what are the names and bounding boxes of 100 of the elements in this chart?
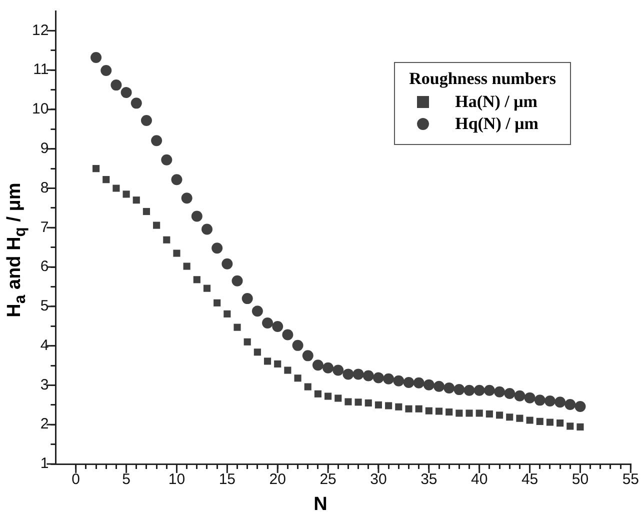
point xyxy=(232,275,243,286)
point xyxy=(252,306,263,317)
point xyxy=(446,408,453,416)
point xyxy=(332,364,344,376)
y-tick-label: 3 xyxy=(40,376,49,394)
point xyxy=(120,87,132,98)
y-tick-label: 6 xyxy=(40,258,49,276)
point xyxy=(304,383,312,390)
point xyxy=(284,366,292,374)
point xyxy=(413,377,424,388)
x-tick-label: 40 xyxy=(471,471,488,488)
x-tick-label: 0 xyxy=(72,471,80,488)
x-tick-label: 30 xyxy=(370,471,387,488)
point xyxy=(322,362,334,374)
x-tick-label: 50 xyxy=(572,471,589,488)
point xyxy=(564,399,576,410)
point xyxy=(142,208,150,216)
x-tick-label: 55 xyxy=(622,471,639,488)
point xyxy=(574,400,586,412)
point xyxy=(140,115,152,126)
x-tick-label: 10 xyxy=(168,471,186,488)
y-tick-label: 2 xyxy=(40,416,49,433)
point xyxy=(100,64,112,76)
point xyxy=(193,276,200,284)
point xyxy=(342,368,354,380)
point xyxy=(163,236,170,244)
point xyxy=(181,192,192,204)
point xyxy=(203,284,211,292)
point xyxy=(372,372,384,384)
point xyxy=(324,392,332,400)
point xyxy=(282,329,294,340)
point xyxy=(526,416,534,424)
point xyxy=(352,368,364,380)
point xyxy=(242,293,253,304)
point xyxy=(514,390,526,402)
point xyxy=(274,360,282,368)
point xyxy=(161,154,172,166)
y-tick-label: 7 xyxy=(40,218,49,236)
x-tick-label: 20 xyxy=(269,471,286,488)
point xyxy=(395,403,402,410)
point xyxy=(415,405,422,412)
x-tick-label: 15 xyxy=(218,471,236,488)
x-tick-label: 45 xyxy=(521,471,538,488)
y-tick-label: 10 xyxy=(32,100,49,118)
point xyxy=(466,410,473,417)
point xyxy=(212,242,223,254)
y-tick-label: 9 xyxy=(40,140,49,158)
point xyxy=(264,358,272,365)
point xyxy=(234,324,241,331)
point xyxy=(262,317,274,328)
point xyxy=(183,262,190,270)
point xyxy=(344,398,352,406)
y-tick-label: 1 xyxy=(40,455,49,472)
point xyxy=(544,395,556,406)
point xyxy=(153,222,160,229)
point xyxy=(496,412,504,419)
point xyxy=(292,340,304,351)
point xyxy=(102,176,110,184)
point xyxy=(272,321,284,332)
x-axis-title: N xyxy=(312,494,328,516)
point xyxy=(435,408,443,415)
point xyxy=(254,348,261,356)
point xyxy=(334,394,342,402)
point xyxy=(494,386,506,398)
point xyxy=(122,190,130,198)
point xyxy=(405,405,412,412)
point xyxy=(506,414,514,421)
point xyxy=(191,210,202,222)
point xyxy=(516,414,524,422)
point xyxy=(534,394,546,406)
point xyxy=(362,370,374,382)
point xyxy=(130,98,142,109)
point xyxy=(576,423,584,431)
point xyxy=(132,196,140,204)
point xyxy=(486,410,493,418)
point xyxy=(536,418,544,425)
point xyxy=(374,401,382,408)
x-tick-label: 5 xyxy=(122,471,130,488)
x-tick-label: 35 xyxy=(420,471,438,488)
point xyxy=(294,374,302,382)
y-tick-label: 8 xyxy=(40,179,49,196)
y-tick-label: 4 xyxy=(40,336,49,354)
y-tick-label: 12 xyxy=(32,22,49,39)
point xyxy=(566,422,574,430)
point xyxy=(92,165,100,172)
point xyxy=(434,380,444,392)
point xyxy=(112,184,120,192)
point xyxy=(556,420,564,427)
point xyxy=(464,384,475,396)
point xyxy=(383,373,394,384)
point xyxy=(456,410,463,417)
point xyxy=(476,410,483,417)
point xyxy=(444,382,455,394)
point xyxy=(524,392,536,404)
point xyxy=(312,360,324,371)
point xyxy=(393,375,404,386)
point xyxy=(484,384,495,396)
legend-label: Hq(N) / μm xyxy=(454,114,540,134)
point xyxy=(151,135,162,146)
point xyxy=(224,310,231,318)
